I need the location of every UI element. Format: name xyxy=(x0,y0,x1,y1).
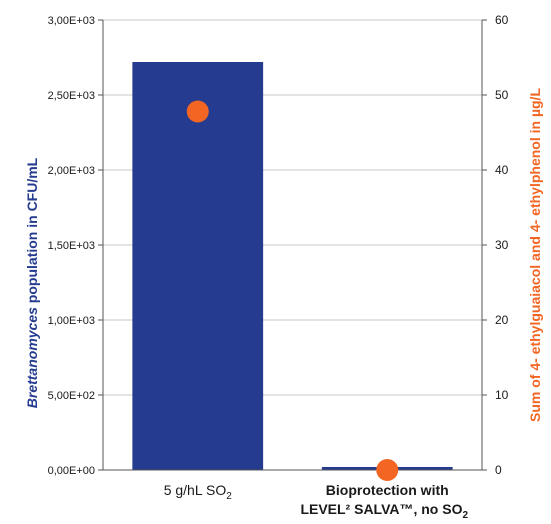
y-axis-title-left: Brettanomyces population in CFU/mL xyxy=(24,157,40,408)
category-label-subscript: 2 xyxy=(462,510,468,521)
y-axis-title-right: Sum of 4- ethylguaiacol and 4- ethylphen… xyxy=(527,88,543,422)
category-label-subscript: 2 xyxy=(226,491,232,502)
axes xyxy=(98,19,487,471)
point-series xyxy=(186,100,399,481)
y-tick-label-right: 10 xyxy=(495,388,509,402)
y-tick-label-left: 1,00E+03 xyxy=(48,315,95,327)
data-point xyxy=(186,100,209,123)
y-tick-label-left: 5,00E+02 xyxy=(48,390,95,402)
x-tick-label: LEVEL² SALVA™, no SO2 xyxy=(300,501,468,521)
y-tick-label-left: 2,50E+03 xyxy=(48,90,95,102)
y-tick-label-right: 60 xyxy=(495,13,509,27)
y-tick-label-left: 2,00E+03 xyxy=(48,165,95,177)
category-label-text: LEVEL² SALVA™, no SO xyxy=(300,501,462,517)
y-tick-label-left: 1,50E+03 xyxy=(48,240,95,252)
y-axis-title-italic: Brettanomyces xyxy=(24,307,40,408)
tick-labels: 0,00E+00 0 5,00E+02 10 1,00E+03 20 1,50E+03 30 2… xyxy=(48,13,509,477)
x-tick-label: Bioprotection with xyxy=(326,482,449,498)
category-label-text: 5 g/hL SO xyxy=(164,482,227,498)
x-tick-label: 5 g/hL SO2 xyxy=(164,482,233,502)
y-tick-label-right: 20 xyxy=(495,313,509,327)
y-tick-label-right: 50 xyxy=(495,88,509,102)
y-tick-label-left: 3,00E+03 xyxy=(48,15,95,27)
data-point xyxy=(376,459,399,481)
x-category-labels: 5 g/hL SO2 Bioprotection with LEVEL² SAL… xyxy=(164,482,469,521)
bar-series xyxy=(132,62,453,470)
bar xyxy=(132,62,264,470)
y-tick-label-right: 30 xyxy=(495,238,509,252)
y-tick-label-right: 40 xyxy=(495,163,509,177)
category-label-text: Bioprotection with xyxy=(326,482,449,498)
y-tick-label-right: 0 xyxy=(495,463,502,477)
y-tick-label-left: 0,00E+00 xyxy=(48,465,95,477)
y-axis-title-text: population in CFU/mL xyxy=(24,157,40,307)
